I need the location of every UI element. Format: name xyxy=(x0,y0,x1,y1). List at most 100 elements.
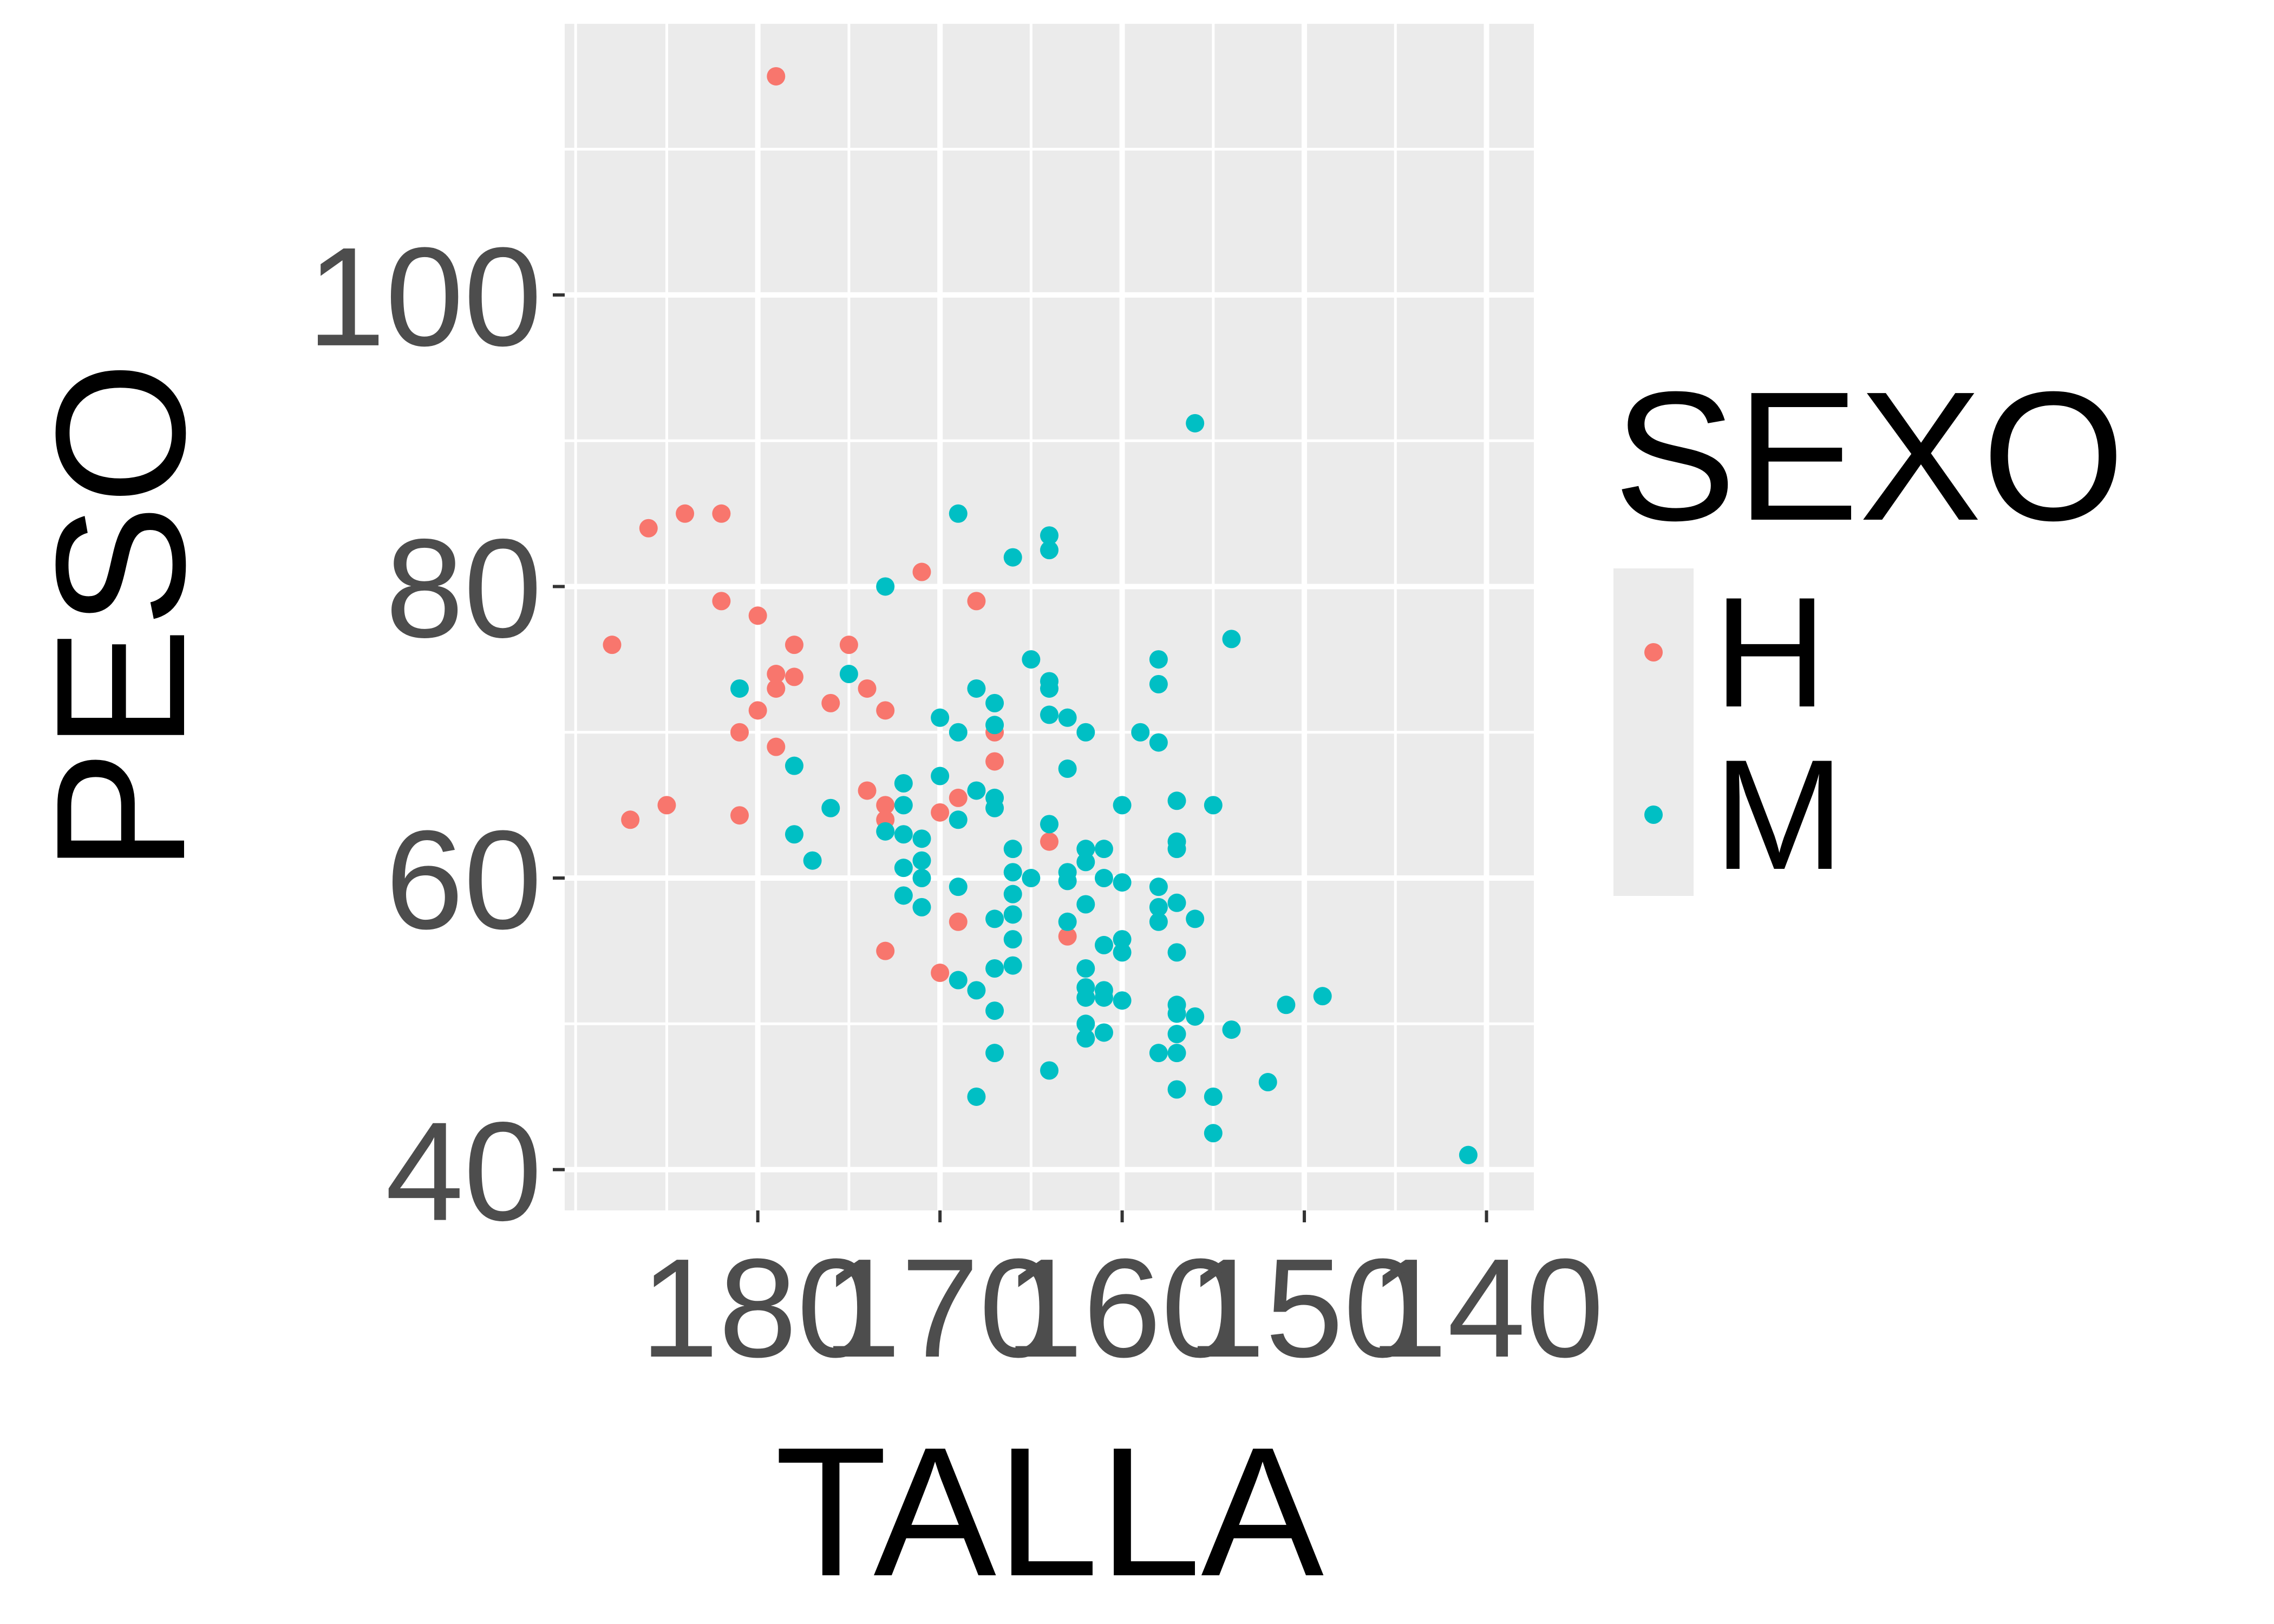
data-point-h xyxy=(712,592,731,611)
legend-title: SEXO xyxy=(1613,353,2125,559)
data-point-m xyxy=(1186,414,1205,433)
data-point-h xyxy=(876,941,895,960)
y-tick-label: 40 xyxy=(385,1093,542,1250)
legend: SEXO H M xyxy=(1613,353,2125,902)
data-point-m xyxy=(985,693,1004,712)
data-point-h xyxy=(967,592,986,611)
data-point-m xyxy=(1094,869,1113,888)
x-tick-label: 160 xyxy=(1005,1230,1240,1387)
data-point-m xyxy=(1040,705,1058,724)
data-point-m xyxy=(1167,943,1186,962)
data-point-m xyxy=(967,679,986,698)
data-point-m xyxy=(967,781,986,800)
data-point-h xyxy=(1058,927,1077,946)
data-point-h xyxy=(767,67,786,86)
data-point-m xyxy=(985,959,1004,978)
x-axis-title: TALLA xyxy=(775,1409,1325,1615)
data-point-m xyxy=(1040,526,1058,545)
data-point-m xyxy=(967,981,986,1000)
data-point-h xyxy=(639,519,658,538)
data-point-m xyxy=(1167,1004,1186,1023)
data-point-h xyxy=(949,788,968,807)
legend-label-h: H xyxy=(1714,565,1827,740)
data-point-h xyxy=(949,912,968,931)
data-point-h xyxy=(985,752,1004,771)
data-point-m xyxy=(785,756,803,775)
data-point-h xyxy=(767,665,786,684)
data-point-m xyxy=(1149,675,1168,693)
data-point-h xyxy=(931,964,950,983)
data-point-m xyxy=(1003,840,1022,859)
data-point-m xyxy=(894,886,913,905)
data-point-h xyxy=(603,636,622,654)
data-point-m xyxy=(1167,840,1186,859)
y-tick-label: 100 xyxy=(307,219,542,376)
data-point-m xyxy=(876,822,895,841)
data-point-m xyxy=(912,851,931,870)
data-point-m xyxy=(949,723,968,742)
data-point-m xyxy=(1058,759,1077,778)
data-point-m xyxy=(1222,630,1241,649)
data-point-m xyxy=(1167,1080,1186,1099)
x-tick-label: 140 xyxy=(1369,1230,1604,1387)
data-point-h xyxy=(730,806,749,825)
legend-label-m: M xyxy=(1714,727,1845,902)
data-point-m xyxy=(894,774,913,793)
legend-key-background xyxy=(1613,568,1694,896)
data-point-m xyxy=(1167,1025,1186,1044)
data-point-m xyxy=(1076,1029,1095,1048)
data-point-m xyxy=(949,878,968,896)
data-point-h xyxy=(912,562,931,581)
data-point-m xyxy=(1113,796,1132,815)
data-point-m xyxy=(985,909,1004,928)
data-point-m xyxy=(803,851,822,870)
data-point-m xyxy=(1094,1023,1113,1042)
data-point-h xyxy=(785,636,803,654)
data-point-m xyxy=(839,665,858,684)
data-point-m xyxy=(1258,1073,1277,1092)
data-point-m xyxy=(1167,893,1186,912)
data-point-m xyxy=(1003,863,1022,882)
data-point-m xyxy=(894,859,913,878)
data-point-m xyxy=(1040,815,1058,834)
data-point-h xyxy=(748,606,767,625)
data-point-m xyxy=(785,825,803,844)
data-point-m xyxy=(985,798,1004,817)
data-point-m xyxy=(912,829,931,848)
data-point-m xyxy=(1113,930,1132,949)
legend-key-h xyxy=(1644,643,1663,662)
data-point-m xyxy=(1003,548,1022,567)
data-point-m xyxy=(730,679,749,698)
data-point-m xyxy=(1149,1044,1168,1063)
data-point-m xyxy=(1149,898,1168,916)
data-point-h xyxy=(657,796,676,815)
data-point-m xyxy=(1149,912,1168,931)
data-point-m xyxy=(1131,723,1150,742)
data-point-m xyxy=(1040,679,1058,698)
data-point-m xyxy=(894,825,913,844)
data-point-m xyxy=(1204,1087,1223,1106)
data-point-m xyxy=(912,869,931,888)
data-point-m xyxy=(1076,1014,1095,1033)
data-point-h xyxy=(821,693,840,712)
data-point-m xyxy=(967,1087,986,1106)
data-point-m xyxy=(931,767,950,785)
data-point-m xyxy=(1149,733,1168,752)
data-point-m xyxy=(985,1001,1004,1020)
data-point-h xyxy=(876,796,895,815)
legend-key-m xyxy=(1644,806,1663,824)
data-point-m xyxy=(1113,873,1132,892)
x-tick-label: 170 xyxy=(822,1230,1057,1387)
data-point-m xyxy=(1186,1007,1205,1026)
data-point-h xyxy=(767,737,786,756)
data-point-m xyxy=(1058,872,1077,890)
data-point-h xyxy=(621,810,640,829)
data-point-h xyxy=(730,723,749,742)
data-points xyxy=(603,67,1478,1164)
data-point-h xyxy=(931,803,950,822)
data-point-m xyxy=(1149,650,1168,669)
data-point-m xyxy=(1113,943,1132,962)
data-point-h xyxy=(785,667,803,686)
plot-panel xyxy=(565,24,1534,1210)
data-point-m xyxy=(1222,1020,1241,1039)
